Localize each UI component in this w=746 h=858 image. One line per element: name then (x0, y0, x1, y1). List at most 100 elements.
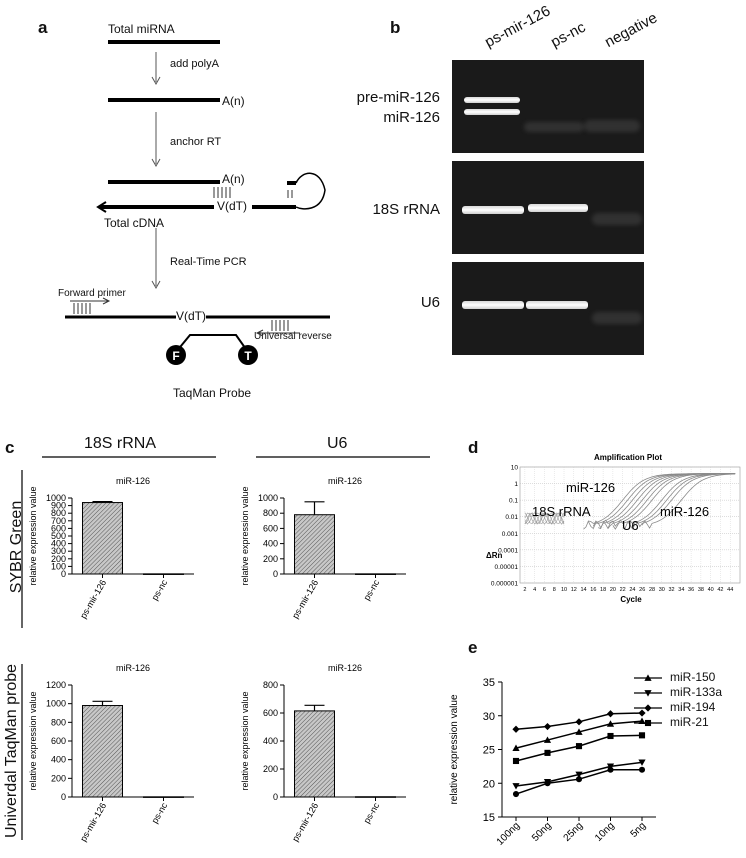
amp-x-tick-label: 32 (668, 587, 674, 593)
e-x-tick-label: 5ng (629, 820, 649, 840)
bar-chart-ylabel: relative expression value (28, 486, 38, 585)
amp-plot-ylabel: ΔRn (486, 551, 503, 560)
label-universal-reverse: Universal reverse (254, 331, 332, 342)
col-header-u6: U6 (327, 435, 348, 452)
legend-e-markers (634, 674, 662, 727)
e-data-point (512, 783, 520, 790)
bar-chart-sybr-18s: miR-126 relative expression value 01002003… (28, 476, 194, 620)
panel-letter-d: d (468, 438, 479, 457)
amp-x-tick-label: 36 (688, 587, 694, 593)
e-data-point (638, 709, 646, 717)
e-x-tick-label: 100ng (495, 820, 522, 847)
col-header-18s: 18S rRNA (84, 435, 157, 452)
amp-plot-title: Amplification Plot (594, 453, 662, 462)
amp-y-tick-label: 0.1 (509, 498, 518, 505)
panel-letter-e: e (468, 638, 478, 657)
y-tick-label: 400 (263, 539, 278, 549)
label-vdt-2: V(dT) (176, 309, 206, 323)
e-data-point (638, 732, 646, 739)
e-data-point (543, 722, 552, 731)
amp-x-tick-label: 22 (620, 587, 626, 593)
e-data-point (544, 749, 551, 756)
label-vdt-1: V(dT) (217, 199, 247, 213)
x-tick-label: ps-mir-126 (290, 801, 320, 843)
e-data-point (607, 732, 614, 740)
amp-x-tick-label: 4 (533, 587, 536, 593)
x-tick-label: ps-mir-126 (78, 801, 108, 843)
bar-chart-taqman-18s: miR-126 relative expression value 0 200 400 6… (28, 663, 194, 843)
y-tick-label: 200 (263, 764, 278, 774)
x-tick-label: ps-nc (150, 801, 170, 825)
label-total-cdna: Total cDNA (104, 216, 165, 230)
e-data-point (575, 776, 583, 783)
e-data-point (638, 759, 646, 766)
amp-x-tick-label: 40 (708, 587, 714, 593)
label-forward-primer: Forward primer (58, 288, 126, 299)
amp-x-tick-label: 42 (717, 587, 723, 593)
label-anchor-rt: anchor RT (170, 136, 222, 148)
bar-chart-taqman-u6: miR-126 relative expression value 0 200 400 6… (240, 663, 406, 843)
x-tick-label: ps-nc (362, 801, 382, 825)
amp-x-tick-label: 38 (698, 587, 704, 593)
amp-curve (632, 473, 736, 529)
bar (82, 502, 123, 575)
amp-x-tick-label: 10 (561, 587, 567, 593)
y-tick-label: 200 (263, 554, 278, 564)
legend-marker (644, 690, 652, 697)
bar-chart-sybr-u6: miR-126 relative expression value 0 200 400 6… (240, 476, 406, 620)
label-add-polya: add polyA (170, 58, 219, 70)
e-data-point (512, 757, 520, 765)
panel-letter-b: b (390, 18, 401, 37)
y-tick-label: 600 (51, 523, 66, 533)
y-tick-label: 0 (273, 569, 278, 579)
bar (82, 705, 123, 798)
e-ylabel: relative expression value (449, 694, 460, 804)
y-tick-label: 1000 (46, 699, 66, 709)
legend-marker (644, 719, 652, 727)
amp-baseline-noise (524, 512, 565, 525)
y-tick-label: 800 (263, 680, 278, 690)
amp-baseline-noise (524, 512, 565, 525)
amp-x-tick-label: 2 (523, 587, 526, 593)
amp-x-tick-label: 16 (590, 587, 596, 593)
amp-y-tick-label: 0.00001 (495, 564, 519, 571)
gel-label-18s: 18S rRNA (372, 201, 440, 218)
y-tick-label: 600 (263, 708, 278, 718)
legend-item-mir21: miR-21 (670, 715, 709, 729)
amp-y-tick-label: 0.0001 (498, 547, 518, 554)
probe-f-label: F (172, 349, 179, 363)
legend-marker (644, 674, 652, 681)
bar-chart-ylabel: relative expression value (28, 691, 38, 790)
label-an-2: A(n) (222, 172, 245, 186)
e-x-tick-label: 10ng (593, 820, 617, 844)
e-y-tick-label: 25 (483, 745, 495, 757)
amp-annotation-u6: U6 (622, 518, 639, 533)
bar-chart-title: miR-126 (116, 476, 150, 486)
e-x-tick-label: 25ng (562, 820, 586, 844)
e-y-tick-label: 20 (483, 778, 495, 790)
y-tick-label: 200 (51, 773, 66, 783)
amp-x-tick-label: 44 (727, 587, 733, 593)
bar-chart-ylabel: relative expression value (240, 486, 250, 585)
e-y-tick-label: 15 (483, 812, 495, 824)
probe-t-label: T (244, 349, 252, 363)
y-tick-label: 800 (263, 508, 278, 518)
legend-marker (644, 704, 652, 712)
e-data-point (543, 736, 552, 743)
amp-baseline-noise (524, 512, 565, 525)
bar (294, 710, 335, 798)
y-tick-label: 1000 (258, 493, 278, 503)
legend-item-mir194: miR-194 (670, 700, 716, 714)
x-tick-label: ps-mir-126 (78, 578, 108, 620)
e-data-point (544, 780, 551, 787)
gel-label-mir126: miR-126 (383, 109, 440, 126)
e-x-tick-label: 50ng (530, 820, 554, 844)
row-header-taqman: Univerdal TaqMan probe (3, 663, 20, 839)
amp-annotation-mir126-b: miR-126 (660, 504, 709, 519)
e-data-point (575, 718, 583, 726)
x-tick-label: ps-mir-126 (290, 578, 320, 620)
y-tick-label: 300 (51, 546, 66, 556)
y-tick-label: 0 (61, 569, 66, 579)
legend-item-mir150: miR-150 (670, 670, 716, 684)
